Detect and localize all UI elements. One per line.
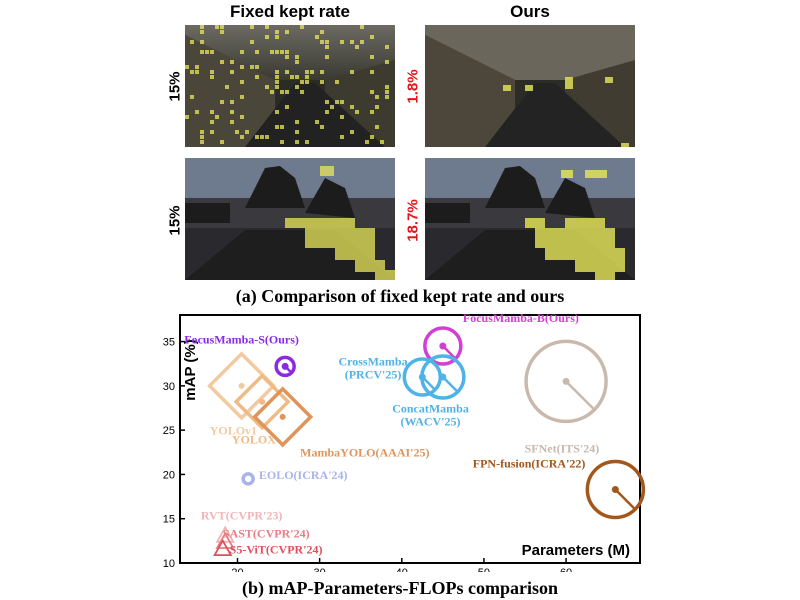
y-tick-label: 15 bbox=[163, 514, 175, 526]
patch-overlay bbox=[503, 77, 629, 147]
point-0-radius bbox=[284, 365, 293, 374]
point-8-center bbox=[279, 413, 286, 420]
point-10-label: RVT(CVPR'23) bbox=[201, 509, 283, 523]
caption-figure-a: (a) Comparison of fixed kept rate and ou… bbox=[235, 286, 565, 306]
point-11-marker bbox=[215, 531, 235, 549]
plot-frame bbox=[179, 314, 641, 564]
point-1-label: FocusMamba-B(Ours) bbox=[463, 311, 579, 325]
point-7-label: YOLOX bbox=[232, 432, 276, 446]
point-4-marker bbox=[524, 339, 608, 424]
point-12-label: S5-ViT(CVPR'24) bbox=[230, 542, 323, 556]
rate-label-row1-right: 1.8% bbox=[404, 69, 422, 104]
x-tick-label: 20 bbox=[231, 567, 243, 572]
panel-row2-fixed bbox=[185, 158, 395, 280]
point-5-marker bbox=[585, 459, 646, 520]
y-tick-label: 25 bbox=[163, 425, 175, 437]
rate-label-row2-right: 18.7% bbox=[404, 199, 422, 242]
point-9-label: EOLO(ICRA'24) bbox=[259, 468, 348, 482]
point-4-radius bbox=[565, 380, 595, 411]
point-6-label: YOLOv1 bbox=[210, 424, 257, 438]
point-3-label: ConcatMamba bbox=[392, 401, 469, 415]
header-ours: Ours bbox=[510, 2, 550, 21]
point-3-radius bbox=[441, 376, 459, 393]
patch-overlay bbox=[285, 166, 395, 280]
x-tick-label: 60 bbox=[560, 567, 572, 572]
point-1-marker bbox=[423, 326, 463, 366]
point-2-radius bbox=[421, 376, 436, 391]
point-8-label: MambaYOLO(AAAI'25) bbox=[300, 446, 429, 460]
y-tick-label: 35 bbox=[163, 337, 175, 349]
rate-label-row1-left: 15% bbox=[166, 71, 184, 102]
point-0-label: FocusMamba-S(Ours) bbox=[184, 332, 299, 346]
y-axis-label: mAP (%) bbox=[182, 339, 199, 400]
point-11-label: SAST(CVPR'24) bbox=[223, 526, 310, 540]
x-tick-label: 50 bbox=[478, 567, 490, 572]
map-parameters-flops-chart: 20 30 40 50 60 10 15 20 25 30 35 mAP (%) Parameters … bbox=[163, 311, 646, 572]
rate-label-row2-left: 15% bbox=[166, 205, 184, 236]
patch-overlay bbox=[525, 170, 625, 280]
point-10-marker bbox=[215, 525, 235, 543]
point-3-marker bbox=[420, 354, 466, 400]
point-2-label: CrossMamba bbox=[338, 354, 407, 368]
panel-row2-ours bbox=[425, 158, 635, 280]
point-7-center bbox=[259, 398, 266, 405]
point-3-sublabel: (WACV'25) bbox=[401, 414, 461, 428]
point-6-center bbox=[238, 382, 245, 389]
point-5-radius bbox=[614, 488, 636, 510]
point-2-sublabel: (PRCV'25) bbox=[345, 367, 402, 381]
caption-figure-b: (b) mAP-Parameters-FLOPs comparison bbox=[242, 578, 558, 598]
y-tick-label: 30 bbox=[163, 381, 175, 393]
point-0-marker bbox=[274, 355, 296, 378]
point-1-radius bbox=[441, 345, 457, 360]
y-tick-label: 10 bbox=[163, 558, 175, 570]
panel-row1-ours bbox=[425, 25, 635, 147]
x-tick-label: 30 bbox=[314, 567, 326, 572]
y-tick-label: 20 bbox=[163, 469, 175, 481]
x-tick-label: 40 bbox=[396, 567, 408, 572]
point-9-marker bbox=[241, 472, 255, 486]
panel-row1-fixed bbox=[185, 25, 395, 147]
x-axis-label: Parameters (M) bbox=[522, 542, 630, 559]
patch-overlay bbox=[185, 25, 389, 144]
point-12-marker bbox=[213, 538, 233, 557]
header-fixed-kept-rate: Fixed kept rate bbox=[230, 2, 350, 21]
point-4-label: SFNet(ITS'24) bbox=[525, 441, 600, 455]
point-5-label: FPN-fusion(ICRA'22) bbox=[473, 456, 586, 470]
point-8-marker bbox=[252, 386, 314, 448]
